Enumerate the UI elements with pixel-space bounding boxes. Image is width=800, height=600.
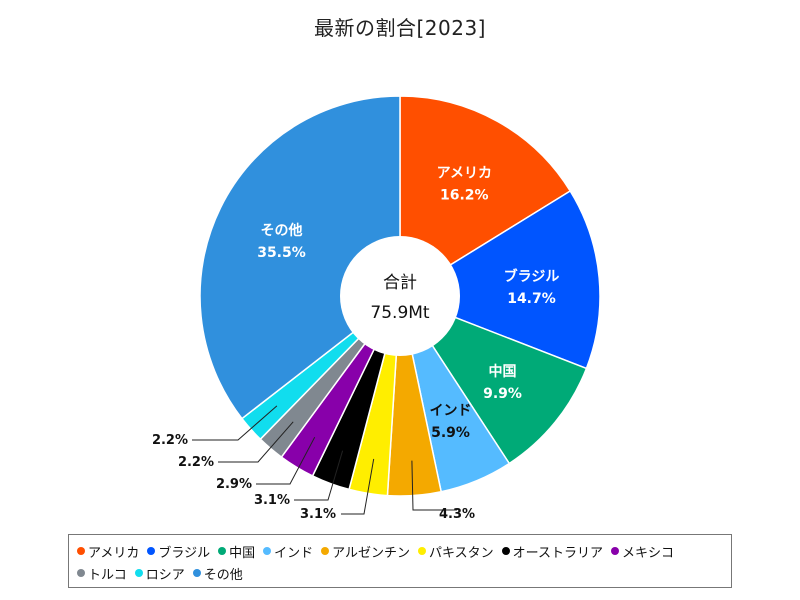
slice-value-label: 4.3%	[439, 507, 475, 522]
legend-swatch	[263, 547, 272, 555]
legend-item-パキスタン: パキスタン	[418, 540, 494, 562]
slice-その他	[199, 95, 401, 420]
legend-item-インド: インド	[263, 540, 313, 562]
legend-item-中国: 中国	[218, 540, 255, 562]
leader-lines	[192, 405, 457, 515]
legend-swatch	[192, 569, 201, 577]
slice-labels: アメリカ 16.2% ブラジル 14.7% 中国 9.9% インド 5.9% 4.3% 3.1% 3…	[152, 166, 559, 522]
slice-name-label: ブラジル	[504, 268, 560, 285]
slice-value-label: 2.2%	[178, 455, 214, 470]
legend-label: メキシコ	[622, 545, 675, 561]
leader-line	[218, 421, 294, 463]
slice-ブラジル	[398, 189, 601, 370]
legend-swatch	[611, 547, 619, 555]
legend-swatch	[77, 547, 85, 555]
leader-line	[294, 450, 344, 501]
leader-line	[256, 436, 316, 485]
legend-item-メキシコ: メキシコ	[611, 540, 674, 562]
legend-label: オーストラリア	[512, 545, 603, 561]
legend-swatch	[134, 569, 143, 577]
slice-中国	[398, 294, 588, 465]
slice-アメリカ	[399, 95, 572, 298]
legend-swatch	[77, 569, 85, 577]
legend-label: アメリカ	[88, 545, 140, 561]
legend-item-トルコ: トルコ	[77, 562, 127, 584]
legend-item-ロシア: ロシア	[134, 562, 185, 584]
slice-name-label: その他	[261, 222, 303, 239]
slice-name-label: アメリカ	[437, 166, 492, 182]
legend-swatch	[218, 547, 227, 555]
slice-value-label: 3.1%	[300, 507, 336, 522]
center-value: 75.9Mt	[370, 303, 430, 323]
legend-label: ブラジル	[158, 545, 211, 561]
slice-value-label: 35.5%	[257, 245, 306, 261]
legend-label: インド	[274, 545, 314, 561]
legend-swatch	[321, 547, 330, 555]
center-label: 合計	[383, 273, 417, 293]
legend-swatch	[147, 547, 156, 555]
legend: アメリカ ブラジル 中国 インド アルゼンチン パキスタン オーストラリア メキシコトルコ ロシ…	[68, 534, 732, 588]
legend-item-アルゼンチン: アルゼンチン	[321, 540, 410, 562]
center-hole	[340, 236, 460, 356]
legend-item-その他: その他	[192, 562, 243, 584]
slice-value-label: 5.9%	[431, 425, 470, 441]
slice-value-label: 2.9%	[216, 477, 252, 492]
legend-item-オーストラリア: オーストラリア	[501, 540, 603, 562]
legend-swatch	[418, 547, 427, 555]
slice-value-label: 14.7%	[507, 291, 556, 307]
legend-swatch	[501, 547, 510, 555]
legend-label: その他	[203, 567, 243, 583]
leader-line	[192, 405, 278, 441]
chart-title: 最新の割合[2023]	[313, 16, 486, 40]
legend-item-ブラジル: ブラジル	[147, 540, 210, 562]
legend-label: ロシア	[145, 567, 185, 583]
legend-label: パキスタン	[429, 545, 494, 561]
slice-value-label: 16.2%	[440, 188, 489, 204]
slice-value-label: 9.9%	[483, 386, 522, 402]
legend-item-アメリカ: アメリカ	[77, 540, 139, 562]
slice-name-label: 中国	[489, 363, 517, 380]
slice-value-label: 2.2%	[152, 433, 188, 448]
legend-label: トルコ	[88, 567, 127, 583]
legend-label: 中国	[229, 545, 256, 561]
pie-chart: アメリカ 16.2% ブラジル 14.7% 中国 9.9% インド 5.9% 4.3% 3.1% 3…	[152, 95, 601, 522]
slice-name-label: インド	[430, 403, 472, 419]
leader-line	[411, 460, 457, 511]
legend-label: アルゼンチン	[332, 545, 411, 561]
slice-value-label: 3.1%	[254, 493, 290, 508]
leader-line	[341, 458, 375, 515]
